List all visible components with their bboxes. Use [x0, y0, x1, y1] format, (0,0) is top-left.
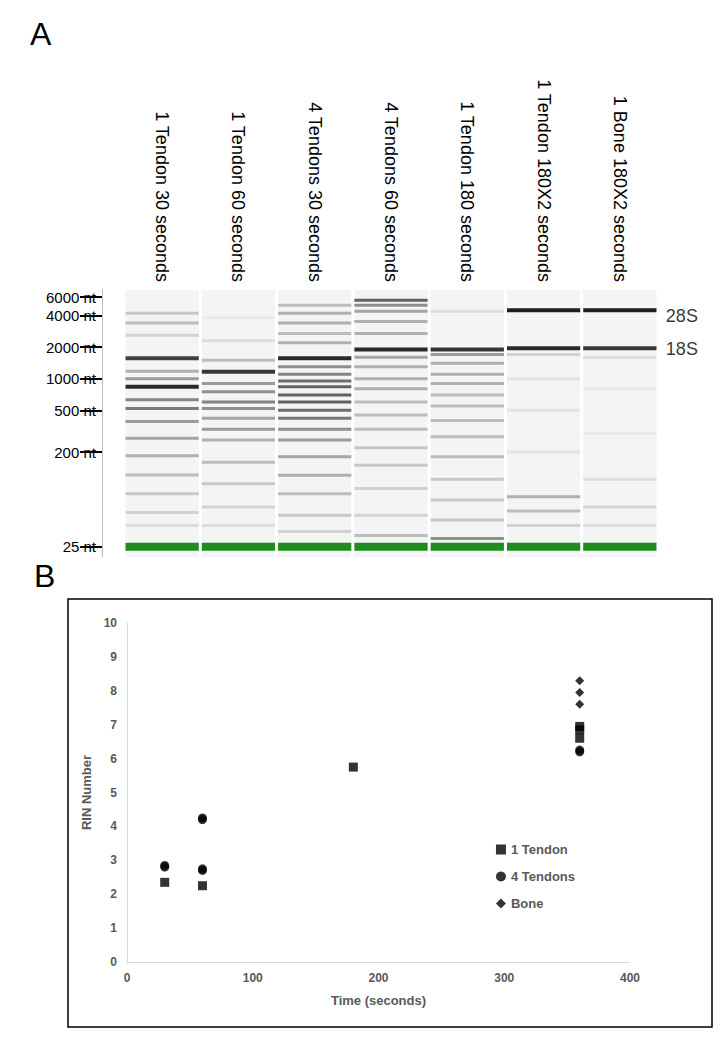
svg-text:4: 4 — [110, 819, 117, 833]
svg-text:0: 0 — [124, 971, 131, 985]
svg-text:400: 400 — [620, 971, 640, 985]
svg-text:Bone: Bone — [511, 896, 544, 911]
svg-text:B: B — [34, 558, 55, 594]
svg-text:6000 nt: 6000 nt — [46, 289, 97, 306]
svg-text:1000 nt: 1000 nt — [46, 370, 97, 387]
svg-text:1 Tendon 180X2 seconds: 1 Tendon 180X2 seconds — [534, 79, 554, 282]
svg-text:9: 9 — [110, 650, 117, 664]
svg-text:0: 0 — [110, 955, 117, 969]
svg-text:200 nt: 200 nt — [54, 444, 97, 461]
svg-text:4 Tendons: 4 Tendons — [511, 869, 575, 884]
svg-text:1 Tendon 180 seconds: 1 Tendon 180 seconds — [457, 101, 477, 282]
svg-text:4 Tendons 30 seconds: 4 Tendons 30 seconds — [305, 102, 325, 282]
svg-text:25 nt: 25 nt — [63, 538, 97, 555]
svg-text:10: 10 — [104, 616, 118, 630]
svg-text:2000 nt: 2000 nt — [46, 339, 97, 356]
svg-text:18S: 18S — [666, 339, 698, 359]
svg-text:28S: 28S — [666, 306, 698, 326]
svg-text:6: 6 — [110, 752, 117, 766]
svg-text:Time (seconds): Time (seconds) — [331, 993, 426, 1008]
svg-text:7: 7 — [110, 718, 117, 732]
svg-text:1 Tendon 60 seconds: 1 Tendon 60 seconds — [228, 111, 248, 282]
svg-text:A: A — [30, 16, 52, 52]
svg-text:300: 300 — [494, 971, 514, 985]
svg-text:5: 5 — [110, 786, 117, 800]
svg-text:100: 100 — [243, 971, 263, 985]
svg-text:2: 2 — [110, 887, 117, 901]
svg-text:1: 1 — [110, 921, 117, 935]
svg-text:8: 8 — [110, 684, 117, 698]
svg-text:1 Tendon: 1 Tendon — [511, 842, 568, 857]
svg-text:1 Tendon 30 seconds: 1 Tendon 30 seconds — [152, 111, 172, 282]
svg-text:1 Bone 180X2 seconds: 1 Bone 180X2 seconds — [610, 96, 630, 282]
svg-text:200: 200 — [368, 971, 388, 985]
svg-text:4000 nt: 4000 nt — [46, 307, 97, 324]
svg-text:4 Tendons 60 seconds: 4 Tendons 60 seconds — [381, 102, 401, 282]
svg-text:RIN Number: RIN Number — [79, 755, 94, 830]
svg-text:500 nt: 500 nt — [54, 402, 97, 419]
svg-text:3: 3 — [110, 853, 117, 867]
